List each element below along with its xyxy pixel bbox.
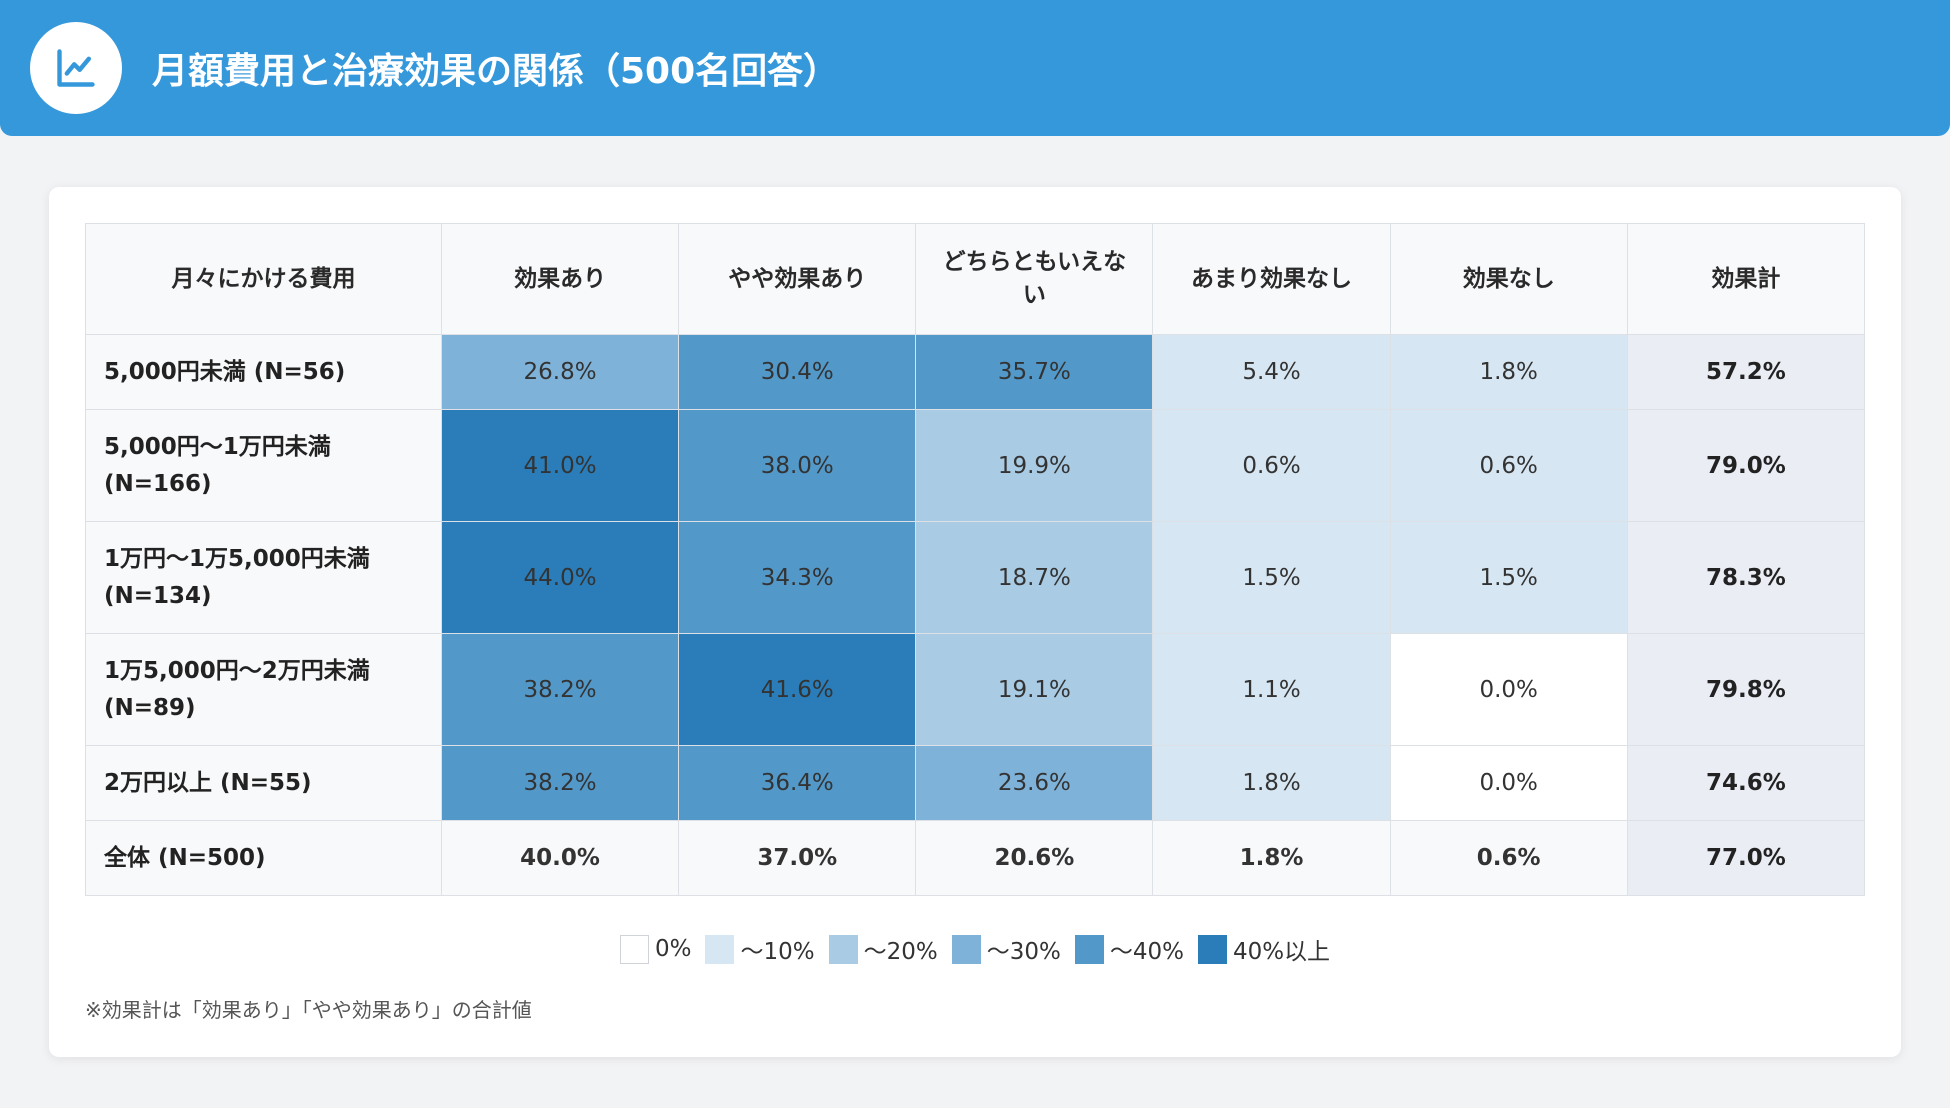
legend-swatch: [619, 934, 649, 964]
heatmap-cell: 38.2%: [440, 745, 680, 821]
legend-item: ～30%: [951, 932, 1061, 966]
legend-swatch: [951, 934, 981, 964]
column-header: 効果あり: [440, 223, 680, 335]
heatmap-cell: 1.5%: [1389, 521, 1628, 634]
legend-item: 40%以上: [1197, 932, 1331, 966]
heatmap-cell: 0.0%: [1389, 633, 1628, 746]
column-header: やや効果あり: [678, 223, 917, 335]
heatmap-cell: 0.6%: [1389, 409, 1628, 522]
table-row: 2万円以上 (N=55) 38.2% 36.4% 23.6% 1.8% 0.0% 74.6%: [85, 745, 1866, 821]
heatmap-cell: 1.8%: [1152, 820, 1391, 896]
total-cell: 79.8%: [1626, 633, 1866, 746]
row-label: 5,000円～1万円未満 (N=166): [85, 409, 442, 522]
heatmap-cell: 40.0%: [440, 820, 680, 896]
legend-swatch: [705, 934, 735, 964]
table-row: 5,000円未満 (N=56) 26.8% 30.4% 35.7% 5.4% 1.8% 57…: [85, 334, 1866, 410]
heatmap-cell: 44.0%: [440, 521, 680, 634]
heatmap-cell: 37.0%: [678, 820, 917, 896]
heatmap-cell: 36.4%: [678, 745, 917, 821]
table-row: 1万5,000円～2万円未満 (N=89) 38.2% 41.6% 19.1% 1.1%…: [85, 633, 1866, 746]
page-title: 月額費用と治療効果の関係（500名回答）: [152, 51, 840, 92]
footnote: ※効果計は「効果あり」「やや効果あり」の合計値: [85, 998, 532, 1022]
heatmap-cell: 19.1%: [915, 633, 1154, 746]
legend-item: ～20%: [828, 932, 938, 966]
legend-swatch: [828, 934, 858, 964]
heatmap-cell: 30.4%: [678, 334, 917, 410]
heatmap-cell: 35.7%: [915, 334, 1154, 410]
row-label: 全体 (N=500): [85, 820, 442, 896]
heatmap-cell: 26.8%: [440, 334, 680, 410]
legend-label: 0%: [654, 936, 692, 962]
heatmap-cell: 5.4%: [1152, 334, 1391, 410]
table-row: 5,000円～1万円未満 (N=166) 41.0% 38.0% 19.9% 0.6% 0…: [85, 409, 1866, 522]
heatmap-cell: 1.8%: [1389, 334, 1628, 410]
heatmap-cell: 34.3%: [678, 521, 917, 634]
table-row: 1万円～1万5,000円未満 (N=134) 44.0% 34.3% 18.7% 1.5…: [85, 521, 1866, 634]
heatmap-cell: 0.0%: [1389, 745, 1628, 821]
legend-label: ～20%: [863, 939, 938, 965]
legend-label: ～10%: [740, 939, 815, 965]
legend-label: ～30%: [986, 939, 1061, 965]
row-label: 1万円～1万5,000円未満 (N=134): [85, 521, 442, 634]
table-header-row: 月々にかける費用 効果あり やや効果あり どちらともいえない あまり効果なし 効果なし効…: [85, 223, 1866, 335]
total-cell: 57.2%: [1626, 334, 1866, 410]
line-chart-icon: [30, 22, 122, 114]
total-cell: 74.6%: [1626, 745, 1866, 821]
legend-label: 40%以上: [1232, 939, 1331, 965]
heatmap-cell: 19.9%: [915, 409, 1154, 522]
column-header: あまり効果なし: [1152, 223, 1391, 335]
heatmap-cell: 20.6%: [915, 820, 1154, 896]
page-header: 月額費用と治療効果の関係（500名回答）: [0, 0, 1950, 136]
row-label: 5,000円未満 (N=56): [85, 334, 442, 410]
legend-swatch: [1197, 934, 1227, 964]
total-cell: 78.3%: [1626, 521, 1866, 634]
heatmap-cell: 1.8%: [1152, 745, 1391, 821]
legend: 0% ～10% ～20% ～30% ～40% 40%以上: [49, 932, 1901, 966]
heatmap-cell: 38.0%: [678, 409, 917, 522]
heatmap-cell: 41.6%: [678, 633, 917, 746]
row-header-label: 月々にかける費用: [85, 223, 442, 335]
heatmap-cell: 23.6%: [915, 745, 1154, 821]
heatmap-cell: 0.6%: [1152, 409, 1391, 522]
heatmap-cell: 38.2%: [440, 633, 680, 746]
column-header: どちらともいえない: [915, 223, 1154, 335]
total-cell: 79.0%: [1626, 409, 1866, 522]
legend-item: ～10%: [705, 932, 815, 966]
chart-card: 月々にかける費用 効果あり やや効果あり どちらともいえない あまり効果なし 効果なし効…: [49, 187, 1901, 1057]
row-label: 1万5,000円～2万円未満 (N=89): [85, 633, 442, 746]
column-header: 効果なし: [1389, 223, 1628, 335]
column-header: 効果計: [1626, 223, 1866, 335]
legend-swatch: [1074, 934, 1104, 964]
table-body: 5,000円未満 (N=56) 26.8% 30.4% 35.7% 5.4% 1.8% 57…: [85, 334, 1866, 896]
heatmap-cell: 1.1%: [1152, 633, 1391, 746]
heatmap-cell: 41.0%: [440, 409, 680, 522]
legend-item: 0%: [619, 934, 692, 964]
legend-label: ～40%: [1109, 939, 1184, 965]
heatmap-cell: 18.7%: [915, 521, 1154, 634]
row-label: 2万円以上 (N=55): [85, 745, 442, 821]
total-cell: 77.0%: [1626, 820, 1866, 896]
heatmap-cell: 0.6%: [1389, 820, 1628, 896]
heatmap-cell: 1.5%: [1152, 521, 1391, 634]
legend-item: ～40%: [1074, 932, 1184, 966]
heatmap-table: 月々にかける費用 効果あり やや効果あり どちらともいえない あまり効果なし 効果なし効…: [85, 223, 1866, 896]
overall-row: 全体 (N=500) 40.0% 37.0% 20.6% 1.8% 0.6% 77.0%: [85, 820, 1866, 896]
